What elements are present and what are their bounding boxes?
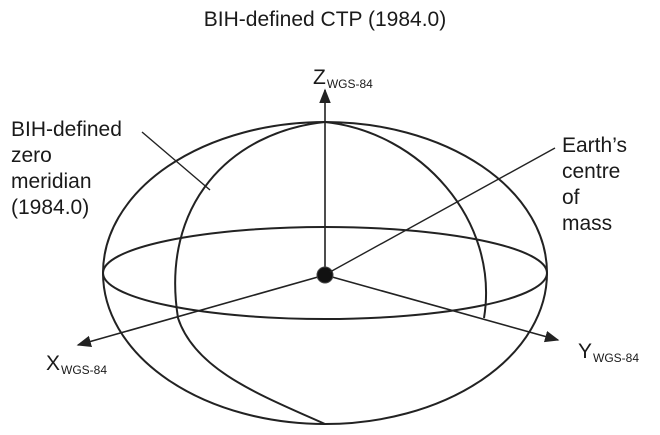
z-axis-label: ZWGS-84: [313, 66, 373, 91]
meridian-90-arc: [324, 121, 487, 319]
y-axis: [324, 274, 560, 343]
y-axis-letter: Y: [578, 340, 592, 363]
centre-label-line-4: mass: [562, 212, 612, 235]
meridian-label-line-4: (1984.0): [11, 196, 89, 219]
meridian-label-line-1: BIH-defined: [11, 118, 122, 141]
centre-leader-line: [329, 147, 556, 273]
meridian-label-line-3: meridian: [11, 170, 92, 193]
x-axis: [76, 274, 326, 348]
x-axis-subscript: WGS-84: [61, 363, 107, 377]
centre-label-line-1: Earth’s: [562, 134, 627, 157]
x-axis-letter: X: [46, 352, 60, 375]
y-axis-subscript: WGS-84: [593, 351, 639, 365]
centre-label-line-2: centre: [562, 160, 620, 183]
zero-meridian-arc: [174, 121, 326, 425]
meridian-leader-line: [141, 131, 211, 191]
z-axis-letter: Z: [313, 66, 326, 89]
centre-of-mass-dot: [316, 266, 334, 284]
diagram-title: BIH-defined CTP (1984.0): [204, 8, 446, 31]
y-axis-label: YWGS-84: [578, 340, 639, 365]
centre-label-line-3: of: [562, 186, 580, 209]
x-axis-label: XWGS-84: [46, 352, 107, 377]
z-axis-subscript: WGS-84: [327, 77, 373, 91]
meridian-label-line-2: zero: [11, 144, 52, 167]
